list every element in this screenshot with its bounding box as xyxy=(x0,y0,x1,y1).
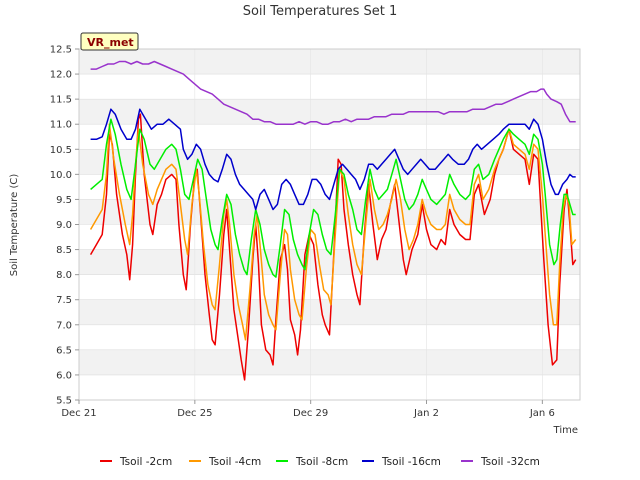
series-line-tsoil-4cm xyxy=(89,123,577,341)
legend-entry: Tsoil -8cm xyxy=(295,456,348,468)
background-band xyxy=(79,349,580,375)
background-band xyxy=(79,199,580,225)
y-tick-label: 8.0 xyxy=(56,270,72,281)
y-tick-label: 10.0 xyxy=(50,170,72,181)
background-band xyxy=(79,149,580,175)
y-tick-label: 6.0 xyxy=(56,370,72,381)
y-tick-label: 12.5 xyxy=(50,45,72,56)
legend-entry: Tsoil -32cm xyxy=(480,456,540,468)
background-band xyxy=(79,224,580,250)
chart-title: Soil Temperatures Set 1 xyxy=(243,4,398,19)
background-band xyxy=(79,174,580,200)
series-line-tsoil-8cm xyxy=(90,118,576,278)
y-tick-label: 11.5 xyxy=(50,95,72,106)
legend-entry: Tsoil -4cm xyxy=(208,456,261,468)
y-tick-label: 11.0 xyxy=(50,120,72,131)
y-tick-label: 9.5 xyxy=(56,195,72,206)
background-band xyxy=(79,74,580,100)
site-label-background xyxy=(80,32,139,51)
y-tick-label: 9.0 xyxy=(56,220,72,231)
y-axis-ticks: 5.5 6.0 6.5 7.0 7.5 8.0 8.5 9.0 9.5 10.0 10.5 11.0 1… xyxy=(50,45,79,407)
x-axis-ticks: Dec 21 Dec 25 Dec 29 Jan 2 Jan 6 xyxy=(61,400,555,419)
x-axis-label: Time xyxy=(553,425,578,436)
series-lines xyxy=(89,60,577,381)
series-line-tsoil-16cm xyxy=(90,108,576,211)
site-label: VR_met xyxy=(87,36,134,49)
legend-entry: Tsoil -2cm xyxy=(119,456,172,468)
background-band xyxy=(79,299,580,325)
series-line-tsoil-2cm xyxy=(89,113,577,381)
legend-entry: Tsoil -16cm xyxy=(381,456,441,468)
y-tick-label: 10.5 xyxy=(50,145,72,156)
x-tick-label: Jan 2 xyxy=(413,408,439,419)
y-tick-label: 7.5 xyxy=(56,295,72,306)
site-label-box: VR_met xyxy=(80,32,139,51)
x-tick-label: Jan 6 xyxy=(529,408,555,419)
x-tick-label: Dec 21 xyxy=(61,408,96,419)
legend: Tsoil -2cm Tsoil -4cm Tsoil -8cm Tsoil -16c… xyxy=(100,456,540,468)
y-tick-label: 5.5 xyxy=(56,396,72,407)
y-tick-label: 7.0 xyxy=(56,320,72,331)
y-tick-label: 12.0 xyxy=(50,70,72,81)
series-line-tsoil-32cm xyxy=(90,60,576,125)
background-band xyxy=(79,99,580,125)
plot-background-bands xyxy=(79,49,580,400)
x-tick-label: Dec 29 xyxy=(293,408,328,419)
background-band xyxy=(79,274,580,300)
background-band xyxy=(79,49,580,75)
y-axis-label: Soil Temperature (C) xyxy=(9,174,20,277)
y-tick-label: 6.5 xyxy=(56,345,72,356)
y-tick-label: 8.5 xyxy=(56,245,72,256)
background-band xyxy=(79,374,580,400)
x-tick-label: Dec 25 xyxy=(177,408,212,419)
